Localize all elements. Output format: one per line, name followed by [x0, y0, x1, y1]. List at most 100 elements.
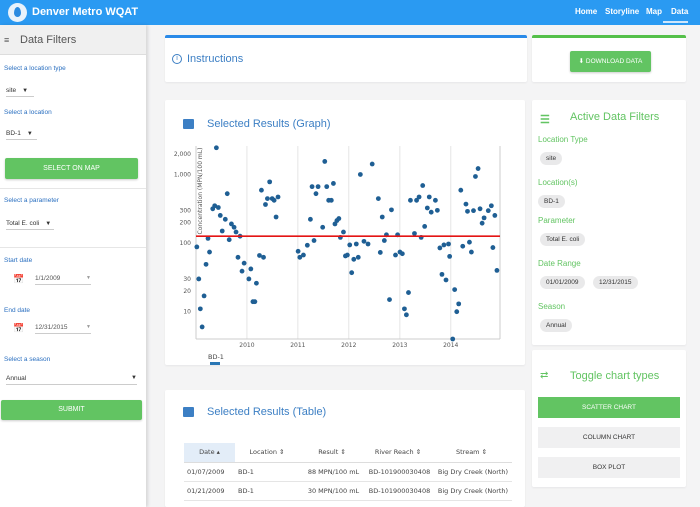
data-point[interactable] [420, 183, 426, 188]
data-point[interactable] [458, 187, 464, 193]
data-point[interactable] [355, 254, 361, 260]
data-point[interactable] [447, 253, 453, 259]
scatter-chart[interactable]: 2010 2011 2012 2013 2014 10 20 30 100 200 300 1,000… [165, 140, 525, 365]
data-point[interactable] [257, 253, 262, 258]
data-point[interactable] [408, 197, 413, 203]
data-point[interactable] [252, 299, 258, 305]
data-point[interactable] [463, 201, 469, 207]
data-point[interactable] [275, 194, 281, 200]
data-point[interactable] [428, 209, 434, 215]
data-point[interactable] [301, 252, 306, 258]
data-point[interactable] [387, 297, 392, 303]
end-date-input[interactable]: 12/31/2015 ▼ [35, 324, 91, 334]
data-point[interactable] [375, 196, 381, 201]
column-header-river-reach[interactable]: River Reach ⇕ [365, 443, 431, 463]
data-point[interactable] [263, 202, 268, 207]
nav-data[interactable]: Data [671, 7, 689, 16]
data-point[interactable] [402, 306, 407, 312]
data-point[interactable] [481, 215, 487, 221]
data-point[interactable] [226, 237, 232, 243]
data-point[interactable] [331, 181, 336, 186]
data-point[interactable] [434, 207, 440, 213]
data-point[interactable] [295, 248, 301, 254]
data-point[interactable] [450, 336, 456, 342]
data-point[interactable] [308, 216, 313, 222]
data-point[interactable] [426, 194, 432, 200]
calendar-icon[interactable]: 📅 [13, 274, 25, 284]
data-point[interactable] [194, 244, 200, 250]
submit-button[interactable]: SUBMIT [1, 400, 142, 420]
data-point[interactable] [233, 229, 239, 235]
data-point[interactable] [347, 242, 353, 248]
data-point[interactable] [477, 206, 483, 212]
data-point[interactable] [471, 208, 476, 214]
data-point[interactable] [213, 145, 219, 151]
data-point[interactable] [199, 324, 205, 330]
legend-swatch[interactable] [210, 362, 220, 365]
data-point[interactable] [414, 197, 419, 203]
menu-icon[interactable]: ≡ [4, 35, 10, 45]
nav-storyline[interactable]: Storyline [605, 7, 640, 16]
location-type-select[interactable]: site ▼ [6, 87, 34, 97]
data-point[interactable] [273, 214, 279, 220]
data-point[interactable] [336, 216, 342, 221]
box-plot-button[interactable]: BOX PLOT [538, 457, 680, 478]
data-point[interactable] [441, 242, 447, 248]
data-point[interactable] [490, 245, 496, 250]
data-point[interactable] [422, 224, 428, 229]
data-point[interactable] [248, 266, 254, 272]
data-point[interactable] [389, 207, 394, 213]
column-header-location[interactable]: Location ⇕ [235, 443, 299, 463]
data-point[interactable] [196, 276, 202, 282]
scatter-chart-button[interactable]: SCATTER CHART [538, 397, 680, 418]
data-point[interactable] [393, 252, 398, 258]
column-header-result[interactable]: Result ⇕ [299, 443, 365, 463]
data-point[interactable] [215, 205, 221, 210]
data-point[interactable] [315, 184, 321, 190]
data-point[interactable] [351, 256, 357, 262]
data-point[interactable] [456, 301, 462, 307]
data-point[interactable] [322, 159, 328, 164]
data-point[interactable] [437, 245, 443, 251]
data-point[interactable] [207, 249, 212, 255]
data-point[interactable] [494, 267, 500, 273]
data-point[interactable] [492, 213, 498, 218]
column-chart-button[interactable]: COLUMN CHART [538, 427, 680, 448]
nav-home[interactable]: Home [575, 7, 598, 16]
data-point[interactable] [197, 306, 203, 312]
data-point[interactable] [406, 290, 411, 295]
data-point[interactable] [203, 261, 209, 267]
data-point[interactable] [224, 191, 230, 197]
data-point[interactable] [349, 270, 355, 276]
calendar-icon[interactable]: 📅 [13, 323, 25, 333]
select-on-map-button[interactable]: SELECT ON MAP [5, 158, 138, 179]
app-title[interactable]: Denver Metro WQAT [32, 6, 139, 18]
data-point[interactable] [328, 197, 334, 203]
data-point[interactable] [361, 238, 367, 244]
data-point[interactable] [309, 184, 315, 190]
data-point[interactable] [377, 250, 383, 255]
column-header-stream[interactable]: Stream ⇕ [431, 443, 512, 463]
data-point[interactable] [265, 196, 270, 201]
nav-map[interactable]: Map [646, 7, 662, 16]
data-point[interactable] [271, 197, 277, 203]
data-point[interactable] [235, 254, 241, 260]
data-point[interactable] [403, 312, 409, 318]
data-point[interactable] [201, 293, 207, 299]
data-point[interactable] [222, 216, 228, 222]
parameter-select[interactable]: Total E. coli ▼ [6, 220, 54, 230]
data-point[interactable] [424, 205, 430, 211]
data-point[interactable] [468, 249, 474, 255]
data-point[interactable] [485, 208, 491, 214]
data-point[interactable] [205, 236, 211, 241]
data-point[interactable] [365, 241, 371, 247]
data-point[interactable] [313, 191, 319, 197]
data-point[interactable] [267, 179, 273, 185]
data-point[interactable] [254, 280, 259, 286]
data-point[interactable] [488, 203, 494, 209]
data-point[interactable] [353, 241, 359, 247]
data-point[interactable] [304, 242, 310, 248]
data-point[interactable] [259, 187, 264, 193]
data-point[interactable] [446, 241, 451, 247]
data-point[interactable] [212, 203, 218, 209]
